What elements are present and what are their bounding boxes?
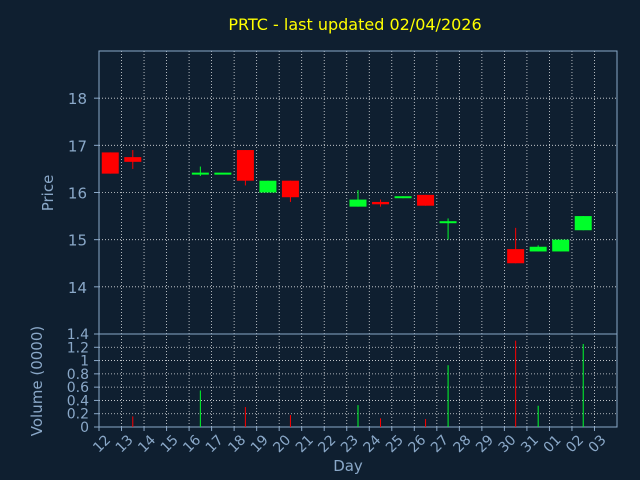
- volume-tick-label: 1.4: [67, 327, 89, 343]
- candle-body: [394, 196, 412, 199]
- candle-body: [259, 180, 277, 193]
- volume-axis-label: Volume (0000): [28, 326, 46, 436]
- chart-title: PRTC - last updated 02/04/2026: [228, 15, 481, 34]
- candle-body: [281, 180, 299, 198]
- candle-body: [101, 152, 119, 174]
- volume-tick-label: 0.8: [67, 367, 89, 383]
- volume-tick-label: 0: [80, 420, 89, 436]
- price-panel: 14 15 16 17 18: [68, 50, 618, 427]
- price-tick-label: 16: [68, 185, 87, 203]
- volume-tick-label: 1: [80, 354, 89, 370]
- price-tick-label: 14: [68, 279, 87, 297]
- candle-body: [417, 194, 435, 206]
- candle-body: [439, 221, 457, 224]
- candle-body: [124, 157, 142, 162]
- x-axis-label: Day: [333, 457, 363, 475]
- candle-body: [349, 199, 367, 207]
- price-axis-label: Price: [39, 175, 57, 212]
- candle-body: [574, 216, 592, 231]
- price-tick-label: 17: [68, 137, 87, 155]
- candle-body: [191, 172, 209, 175]
- price-tick-label: 15: [68, 232, 87, 250]
- candle-body: [529, 246, 547, 252]
- candle-body: [236, 150, 254, 181]
- price-tick-label: 18: [68, 90, 87, 108]
- volume-tick-label: 0.2: [67, 407, 89, 423]
- candle-body: [552, 239, 570, 252]
- candle-body: [507, 249, 525, 264]
- candle-body: [214, 172, 232, 175]
- volume-tick-label: 0.6: [67, 380, 89, 396]
- volume-tick-label: 0.4: [67, 393, 89, 409]
- candle-body: [372, 201, 390, 205]
- volume-tick-label: 1.2: [67, 340, 89, 356]
